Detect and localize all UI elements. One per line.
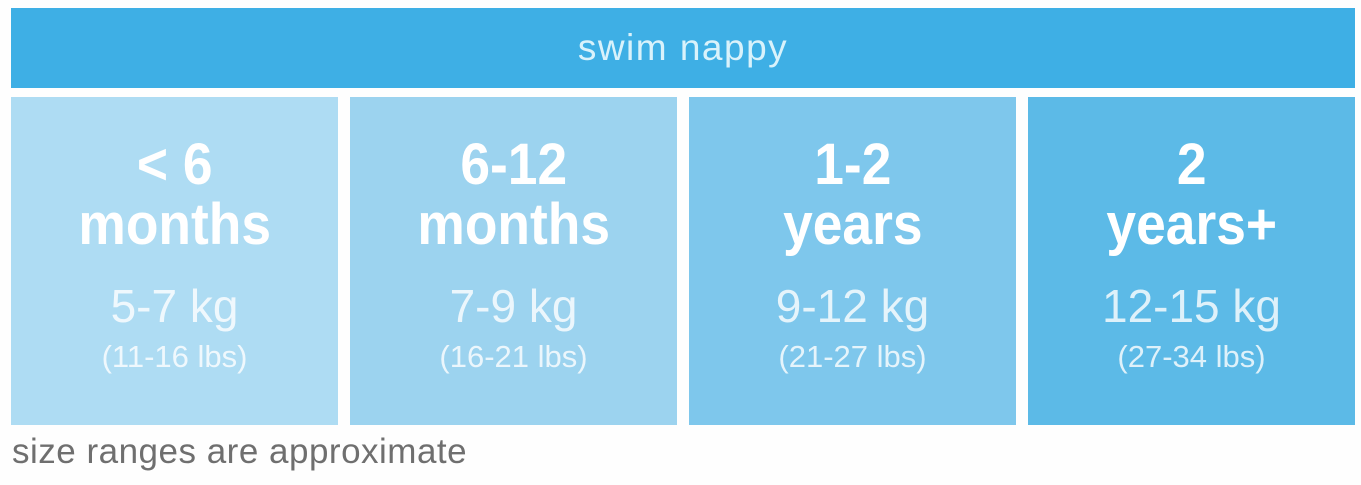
weight-lbs-label: (11-16 lbs) [101, 339, 248, 375]
size-tile-6-12-months: 6-12 months 7-9 kg (16-21 lbs) [350, 97, 677, 425]
weight-kg-label: 7-9 kg [449, 280, 578, 333]
size-tile-under-6-months: < 6 months 5-7 kg (11-16 lbs) [11, 97, 338, 425]
weight-lbs-label: (27-34 lbs) [1117, 339, 1266, 375]
age-range-label: 6-12 months [417, 131, 610, 257]
footnote: size ranges are approximate [12, 432, 468, 471]
age-range-label: < 6 months [78, 131, 271, 257]
weight-kg-label: 12-15 kg [1101, 280, 1281, 333]
age-range-label: 2 years+ [1106, 131, 1277, 257]
chart-title: swim nappy [577, 27, 789, 68]
size-tile-1-2-years: 1-2 years 9-12 kg (21-27 lbs) [689, 97, 1016, 425]
size-tiles-row: < 6 months 5-7 kg (11-16 lbs) 6-12 month… [11, 97, 1355, 425]
age-range-line1: 6-12 [460, 131, 567, 197]
age-range-line1: 1-2 [813, 131, 892, 197]
age-range-line2: months [78, 192, 271, 257]
weight-lbs-label: (21-27 lbs) [778, 339, 927, 375]
weight-kg-label: 5-7 kg [110, 280, 239, 333]
age-range-label: 1-2 years [782, 131, 923, 257]
age-range-line1: < 6 [136, 131, 213, 197]
age-range-line1: 2 [1176, 131, 1207, 197]
chart-header-bar: swim nappy [11, 8, 1355, 88]
age-range-line2: years+ [1106, 192, 1277, 257]
age-range-line2: months [417, 192, 610, 257]
weight-lbs-label: (16-21 lbs) [439, 339, 588, 375]
age-range-line2: years [782, 192, 923, 257]
size-tile-2-years-plus: 2 years+ 12-15 kg (27-34 lbs) [1028, 97, 1355, 425]
weight-kg-label: 9-12 kg [775, 280, 930, 333]
